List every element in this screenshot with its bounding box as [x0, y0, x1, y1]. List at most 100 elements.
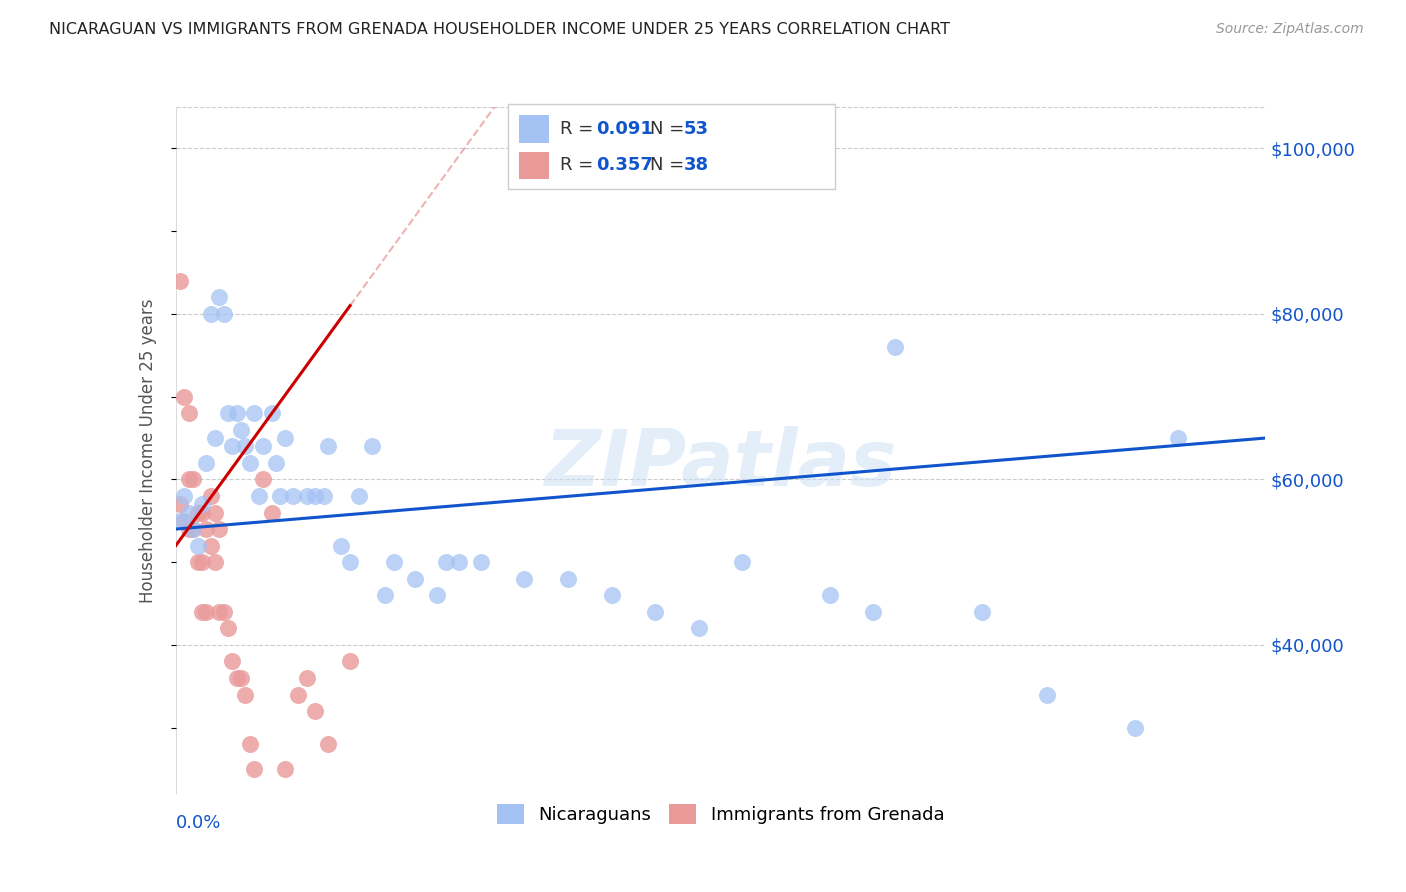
Point: [1167, 431, 1189, 445]
Point: [191, 555, 214, 569]
Point: [513, 572, 536, 586]
Point: [862, 605, 884, 619]
Point: [195, 605, 218, 619]
Point: [264, 456, 287, 470]
Text: NICARAGUAN VS IMMIGRANTS FROM GRENADA HOUSEHOLDER INCOME UNDER 25 YEARS CORRELAT: NICARAGUAN VS IMMIGRANTS FROM GRENADA HO…: [49, 22, 950, 37]
Point: [330, 539, 353, 553]
Point: [339, 655, 361, 669]
Point: [360, 439, 382, 453]
Point: [447, 555, 470, 569]
Point: [287, 688, 309, 702]
Point: [208, 290, 231, 304]
Point: [731, 555, 754, 569]
Point: [304, 489, 326, 503]
Point: [225, 671, 247, 685]
Point: [470, 555, 492, 569]
Point: [177, 472, 200, 486]
Point: [318, 737, 340, 751]
Point: [177, 506, 200, 520]
Point: [186, 506, 209, 520]
Point: [225, 406, 247, 420]
Point: [600, 588, 623, 602]
Point: [405, 572, 427, 586]
FancyBboxPatch shape: [519, 115, 550, 143]
Point: [173, 390, 195, 404]
Point: [295, 671, 318, 685]
Point: [212, 307, 235, 321]
Point: [312, 489, 335, 503]
Point: [204, 506, 226, 520]
Point: [644, 605, 666, 619]
Point: [970, 605, 993, 619]
Point: [274, 431, 297, 445]
Point: [186, 539, 209, 553]
Text: N =: N =: [650, 156, 690, 175]
Point: [688, 621, 710, 635]
Point: [173, 489, 195, 503]
Point: [252, 439, 274, 453]
Point: [557, 572, 579, 586]
Point: [195, 522, 218, 536]
Point: [217, 406, 239, 420]
Point: [231, 671, 253, 685]
Point: [426, 588, 449, 602]
Point: [208, 605, 231, 619]
Y-axis label: Householder Income Under 25 years: Householder Income Under 25 years: [139, 298, 157, 603]
Point: [434, 555, 457, 569]
Point: [1123, 721, 1146, 735]
Point: [177, 522, 200, 536]
Point: [884, 340, 907, 354]
Point: [339, 555, 361, 569]
Point: [374, 588, 396, 602]
Text: 38: 38: [683, 156, 709, 175]
Point: [181, 522, 204, 536]
Point: [204, 431, 226, 445]
Text: ZIPatlas: ZIPatlas: [544, 426, 897, 502]
Text: N =: N =: [650, 120, 690, 138]
Point: [235, 688, 257, 702]
FancyBboxPatch shape: [508, 103, 835, 189]
Point: [252, 472, 274, 486]
Point: [200, 539, 222, 553]
Text: 0.0%: 0.0%: [176, 814, 221, 832]
Text: R =: R =: [561, 120, 599, 138]
FancyBboxPatch shape: [519, 152, 550, 179]
Point: [1036, 688, 1059, 702]
Point: [239, 737, 262, 751]
Point: [186, 555, 209, 569]
Point: [191, 506, 214, 520]
Point: [181, 522, 204, 536]
Point: [295, 489, 318, 503]
Point: [818, 588, 841, 602]
Point: [191, 497, 214, 511]
Text: 0.091: 0.091: [596, 120, 654, 138]
Point: [221, 439, 243, 453]
Point: [260, 506, 283, 520]
Point: [169, 514, 191, 528]
Point: [212, 605, 235, 619]
Point: [173, 514, 195, 528]
Point: [243, 762, 266, 776]
Point: [217, 621, 239, 635]
Point: [181, 472, 204, 486]
Point: [382, 555, 405, 569]
Point: [195, 456, 218, 470]
Point: [200, 489, 222, 503]
Point: [247, 489, 270, 503]
Text: 0.357: 0.357: [596, 156, 654, 175]
Point: [318, 439, 340, 453]
Point: [221, 655, 243, 669]
Point: [177, 406, 200, 420]
Point: [235, 439, 257, 453]
Point: [204, 555, 226, 569]
Point: [169, 497, 191, 511]
Point: [274, 762, 297, 776]
Point: [260, 406, 283, 420]
Point: [243, 406, 266, 420]
Point: [208, 522, 231, 536]
Text: 53: 53: [683, 120, 709, 138]
Point: [191, 605, 214, 619]
Point: [304, 704, 326, 718]
Point: [169, 274, 191, 288]
Point: [239, 456, 262, 470]
